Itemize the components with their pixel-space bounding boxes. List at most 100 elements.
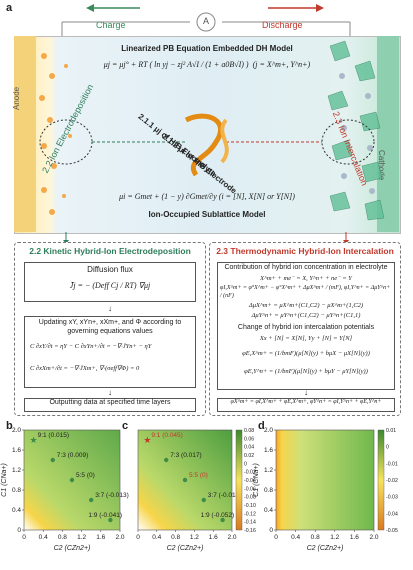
y-tick-label: 1.6 — [264, 447, 273, 454]
phi-i-eq: φI,X^m+ = φ°X^m+ − φ°X^m+ + ΔμX^m+ / (mF… — [220, 285, 391, 299]
x-tick-label: 0.8 — [311, 534, 320, 541]
data-point — [164, 457, 169, 463]
output-text: Outputting data at specified time layers — [49, 399, 171, 406]
y-tick-label: 2.0 — [12, 427, 21, 434]
dh-model-equation: μj = μj° + RT ( ln yj − zj² A√I / (1 + a… — [103, 60, 311, 69]
colorbar-tick-label: -0.08 — [244, 495, 256, 501]
colorbar-tick-label: -0.12 — [244, 511, 256, 517]
panel-d-label: d — [258, 420, 265, 432]
data-point-label: 3:7 (-0.019) — [208, 492, 242, 499]
update-text: Updating xY, xYn+, xXm+, and Φ according… — [38, 319, 182, 335]
x-axis-label: C2 (CZn2+) — [54, 545, 91, 552]
y-tick-label: 1.2 — [264, 467, 273, 474]
cathode-lattice — [327, 40, 385, 221]
flux-box — [24, 262, 196, 302]
colorbar-tick-label: -0.01 — [386, 461, 398, 467]
colorbar-tick-label: 0 — [386, 445, 389, 451]
x-tick-label: 2.0 — [227, 534, 236, 541]
data-point-label: 3:7 (-0.013) — [95, 492, 129, 499]
x-tick-label: 1.6 — [96, 534, 105, 541]
colorbar-tick-label: 0 — [244, 461, 247, 467]
y-tick-label: 0.8 — [12, 487, 21, 494]
x-tick-label: 1.2 — [190, 534, 199, 541]
y-axis-label: C1 (CNa+) — [1, 463, 8, 497]
governing-eq-1: C ∂xY/∂t = ηY − C ∂xYn+/∂t = −∇·J̄Yn+ − … — [30, 343, 152, 350]
governing-eq-2: C ∂xXm+/∂t = −∇·J̄Xm+, ∇·(σeff∇Φ) = 0 — [30, 365, 140, 372]
data-point-label: 1:9 (-0.041) — [88, 512, 122, 519]
colorbar-tick-label: 0.06 — [244, 436, 254, 442]
contrib-title: Contribution of hybrid ion concentration… — [224, 264, 388, 271]
x-tick-label: 0 — [22, 534, 26, 541]
thermo-box — [217, 262, 395, 390]
data-point-label: 5:5 (0) — [189, 472, 208, 479]
x-tick-label: 0.4 — [39, 534, 48, 541]
sublattice-model-title: Ion-Occupied Sublattice Model — [148, 210, 266, 219]
x-axis-label: C2 (CZn2+) — [167, 545, 204, 552]
discharge-label: Discharge — [262, 20, 303, 30]
colorbar — [235, 429, 243, 531]
x-tick-label: 2.0 — [369, 534, 378, 541]
colorbar-tick-label: -0.10 — [244, 503, 256, 509]
x-tick-label: 0.8 — [58, 534, 67, 541]
flux-title: Diffusion flux — [87, 265, 133, 274]
data-point — [182, 477, 188, 483]
colorbar-tick-label: -0.16 — [244, 528, 256, 534]
heatmap-figure: 0 0.4 0.8 1.2 1.6 2.0 C2 (CZn2+) 0 0.4 0.8 1.2 1.6 2… — [1, 427, 398, 552]
update-box — [24, 316, 196, 388]
colorbar-tick-label: -0.04 — [386, 511, 398, 517]
reaction-2: Xx + [N] = X[N], Yy + [N] = Y[N] — [259, 335, 353, 342]
colorbar-tick-label: -0.06 — [244, 486, 256, 492]
y-tick-label: 0 — [269, 527, 273, 534]
kinetic-panel-header: 2.2 Kinetic Hybrid-Ion Electrodeposition — [29, 246, 191, 256]
data-point-star: ★ — [30, 435, 38, 445]
data-point-label: 5:5 (0) — [76, 472, 95, 479]
panel-b-label: b — [6, 420, 13, 432]
sum-box — [217, 398, 395, 412]
colorbar-tick-label: -0.03 — [386, 495, 398, 501]
panel-c-label: c — [122, 420, 129, 432]
x-tick-label: 0.4 — [291, 534, 300, 541]
phi-e-x-eq: φE,X^m+ = (1/bmF)(μ[N](y) + bμX − μX[N](… — [242, 350, 370, 357]
data-point-label: 9:1 (0.015) — [38, 432, 69, 439]
flux-equation: J̄j = − (Deff Cj / RT) ∇μj — [69, 281, 151, 290]
colorbar-tick-label: -0.05 — [386, 528, 398, 534]
colorbar-tick-label: 0.04 — [244, 445, 254, 451]
colorbar — [377, 429, 385, 531]
phi-e-y-eq: φE,Y^n+ = (1/bnF)(μ[N](y) + bμY − μY[N](… — [244, 368, 368, 375]
data-point — [220, 517, 225, 523]
y-tick-label: 0.4 — [264, 507, 273, 514]
colorbar-tick-label: -0.04 — [244, 478, 256, 484]
x-tick-label: 0 — [274, 534, 278, 541]
x-tick-label: 1.6 — [209, 534, 218, 541]
thermo-panel-header: 2.3 Thermodynamic Hybrid-Ion Intercalati… — [216, 246, 394, 256]
x-tick-label: 2.0 — [115, 534, 124, 541]
circuit-diagram — [61, 4, 351, 60]
anode-label: Anode — [12, 86, 21, 110]
output-box — [24, 398, 196, 412]
arc-arrows — [39, 113, 375, 177]
data-point-label: 9:1 (0.045) — [151, 432, 182, 439]
y-tick-label: 0.8 — [264, 487, 273, 494]
y-tick-label: 1.2 — [12, 467, 21, 474]
anode-particles — [39, 53, 72, 215]
delta-mu-x-eq: ΔμX^m+ = μX^m+(C1,C2) − μX^m+(1,C2) — [248, 302, 364, 309]
ammeter-symbol: A — [202, 16, 209, 26]
colorbar-tick-label: 0.02 — [244, 453, 254, 459]
y-tick-label: 0.4 — [12, 507, 21, 514]
data-point — [108, 517, 113, 523]
charge-label: Charge — [96, 20, 126, 30]
colorbar-tick-label: -0.02 — [386, 478, 398, 484]
x-tick-label: 0 — [136, 534, 140, 541]
x-tick-label: 0.8 — [171, 534, 180, 541]
heatmap-area — [275, 429, 375, 531]
data-point — [201, 497, 206, 503]
x-tick-label: 1.6 — [350, 534, 359, 541]
y-tick-label: 0 — [17, 527, 21, 534]
colorbar-tick-label: 0.08 — [244, 428, 254, 434]
cathode-electrode — [377, 36, 399, 232]
sublattice-equation: μi = Gmet + (1 − y) ∂Gmet/∂y (i = [N], X… — [119, 192, 295, 201]
x-tick-label: 0.4 — [152, 534, 161, 541]
y-tick-label: 2.0 — [264, 427, 273, 434]
data-point — [50, 457, 55, 463]
change-title: Change of hybrid ion intercalation poten… — [237, 324, 375, 331]
